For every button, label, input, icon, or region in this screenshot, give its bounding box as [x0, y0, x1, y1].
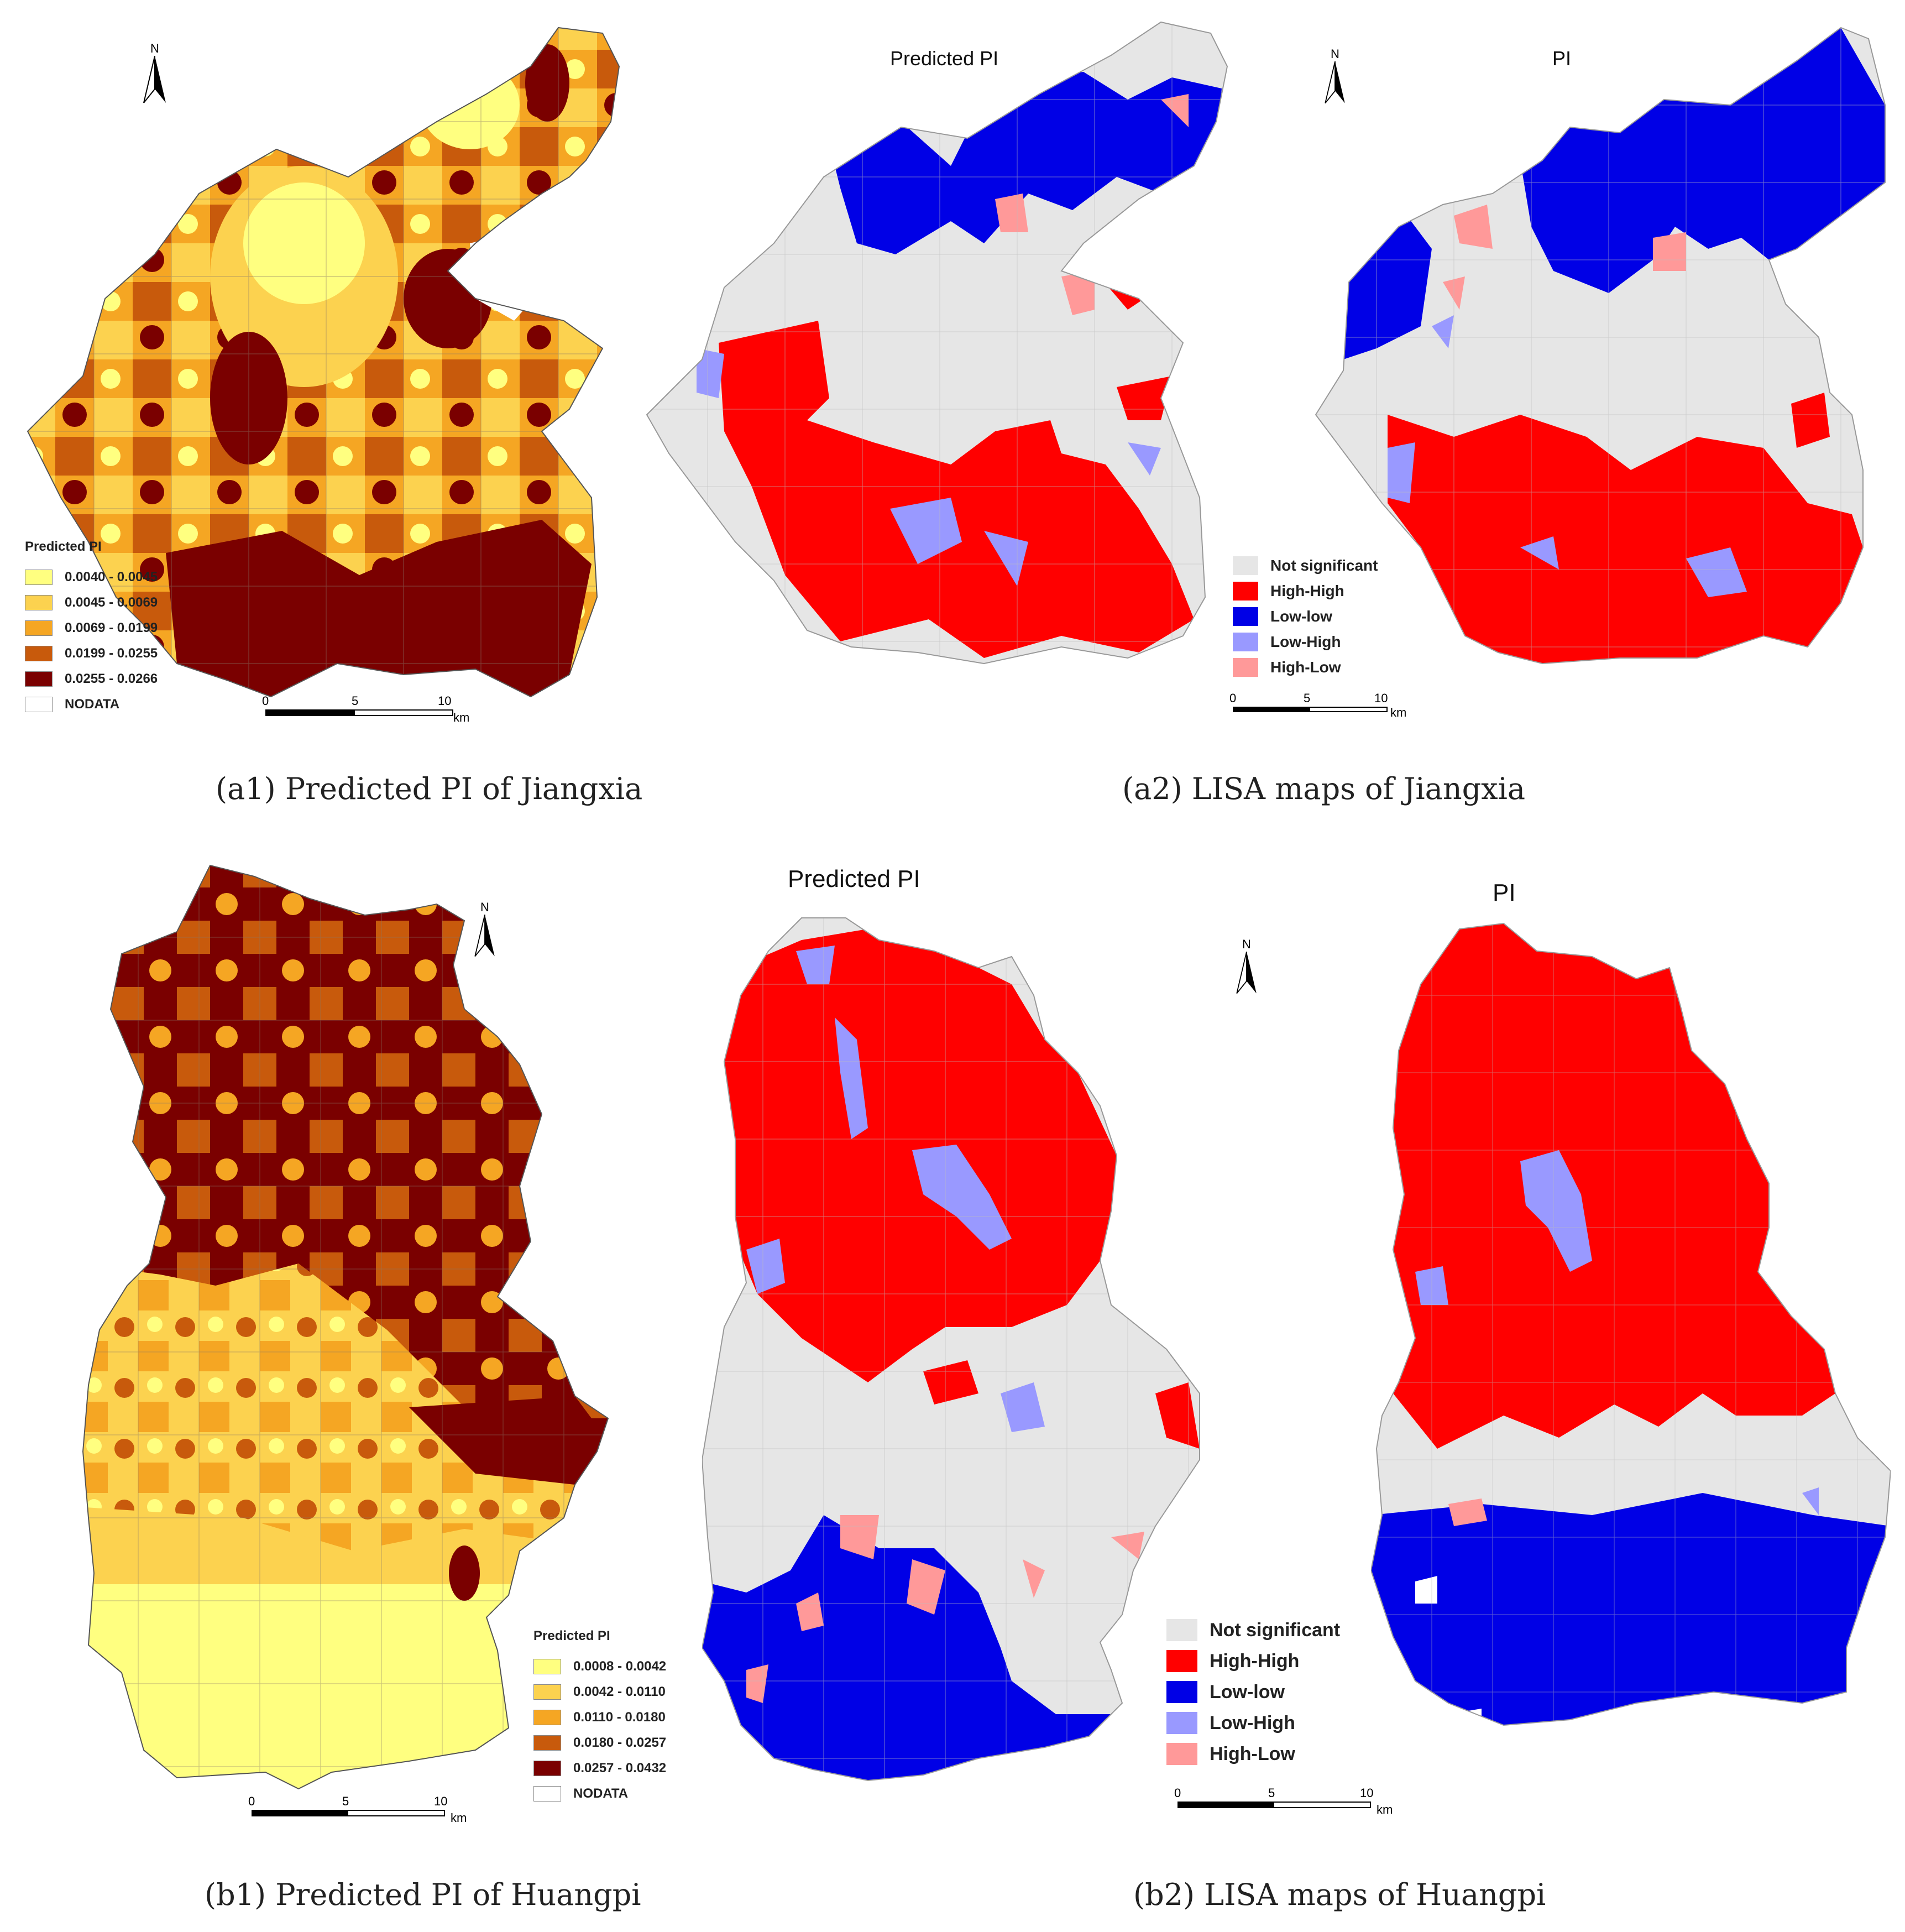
legend-swatch-high-high — [1233, 582, 1258, 601]
legend-swatch-class-4 — [25, 646, 53, 661]
lisa-title-observed-huangpi: PI — [1493, 879, 1516, 906]
legend-swatch-high-high — [1166, 1650, 1197, 1672]
legend-swatch-class-5 — [533, 1761, 561, 1776]
legend-swatch-class-1 — [533, 1659, 561, 1674]
scale-bar: 0 5 10 km — [1174, 1786, 1393, 1816]
jiangxia-lisa-predicted-map — [641, 11, 1249, 708]
legend-swatch-high-low — [1166, 1743, 1197, 1765]
huangpi-predicted-pi-map — [77, 854, 625, 1800]
legend-swatch-low-low — [1233, 607, 1258, 626]
huangpi-pi-legend: Predicted PI 0.0008 - 0.0042 0.0042 - 0.… — [533, 1628, 667, 1802]
caption-b2: (b2) LISA maps of Huangpi — [1133, 1877, 1546, 1912]
jiangxia-lisa-observed-map — [1310, 17, 1896, 691]
legend-swatch-class-2 — [25, 595, 53, 610]
lisa-title-predicted-huangpi: Predicted PI — [788, 865, 920, 892]
legend-swatch-low-high — [1166, 1712, 1197, 1734]
legend-swatch-not-significant — [1233, 556, 1258, 575]
legend-title: Predicted PI — [25, 539, 102, 554]
north-arrow-icon: N — [1318, 47, 1352, 109]
huangpi-lisa-legend: Not significant High-High Low-low Low-Hi… — [1166, 1615, 1340, 1769]
legend-swatch-low-low — [1166, 1681, 1197, 1703]
huangpi-lisa-observed-map — [1371, 918, 1891, 1792]
legend-title: Predicted PI — [533, 1628, 610, 1643]
legend-swatch-class-3 — [25, 620, 53, 636]
legend-swatch-class-5 — [25, 671, 53, 687]
north-arrow-icon: N — [1230, 937, 1263, 999]
legend-swatch-nodata — [25, 697, 53, 712]
legend-swatch-high-low — [1233, 658, 1258, 677]
caption-a1: (a1) Predicted PI of Jiangxia — [216, 771, 643, 806]
jiangxia-predicted-pi-map — [17, 11, 625, 719]
lisa-title-observed-jiangxia: PI — [1552, 47, 1572, 70]
legend-swatch-class-2 — [533, 1684, 561, 1700]
caption-b1: (b1) Predicted PI of Huangpi — [205, 1877, 641, 1912]
legend-swatch-nodata — [533, 1786, 561, 1802]
scale-bar: 0 5 10 km — [248, 1794, 467, 1825]
legend-swatch-low-high — [1233, 633, 1258, 651]
scale-bar: 0 5 10 km — [262, 694, 470, 724]
legend-swatch-class-1 — [25, 570, 53, 585]
legend-swatch-class-3 — [533, 1710, 561, 1725]
lisa-title-predicted-jiangxia: Predicted PI — [890, 47, 999, 70]
scale-bar: 0 5 10 km — [1229, 691, 1407, 719]
huangpi-lisa-predicted-map — [702, 907, 1222, 1803]
caption-a2: (a2) LISA maps of Jiangxia — [1122, 771, 1526, 806]
north-arrow-icon: N — [138, 41, 171, 109]
legend-swatch-class-4 — [533, 1735, 561, 1751]
legend-swatch-not-significant — [1166, 1619, 1197, 1641]
jiangxia-pi-legend: Predicted PI 0.0040 - 0.0045 0.0045 - 0.… — [25, 539, 158, 712]
jiangxia-lisa-legend: Not significant High-High Low-low Low-Hi… — [1233, 553, 1378, 680]
north-arrow-icon: N — [468, 900, 501, 962]
